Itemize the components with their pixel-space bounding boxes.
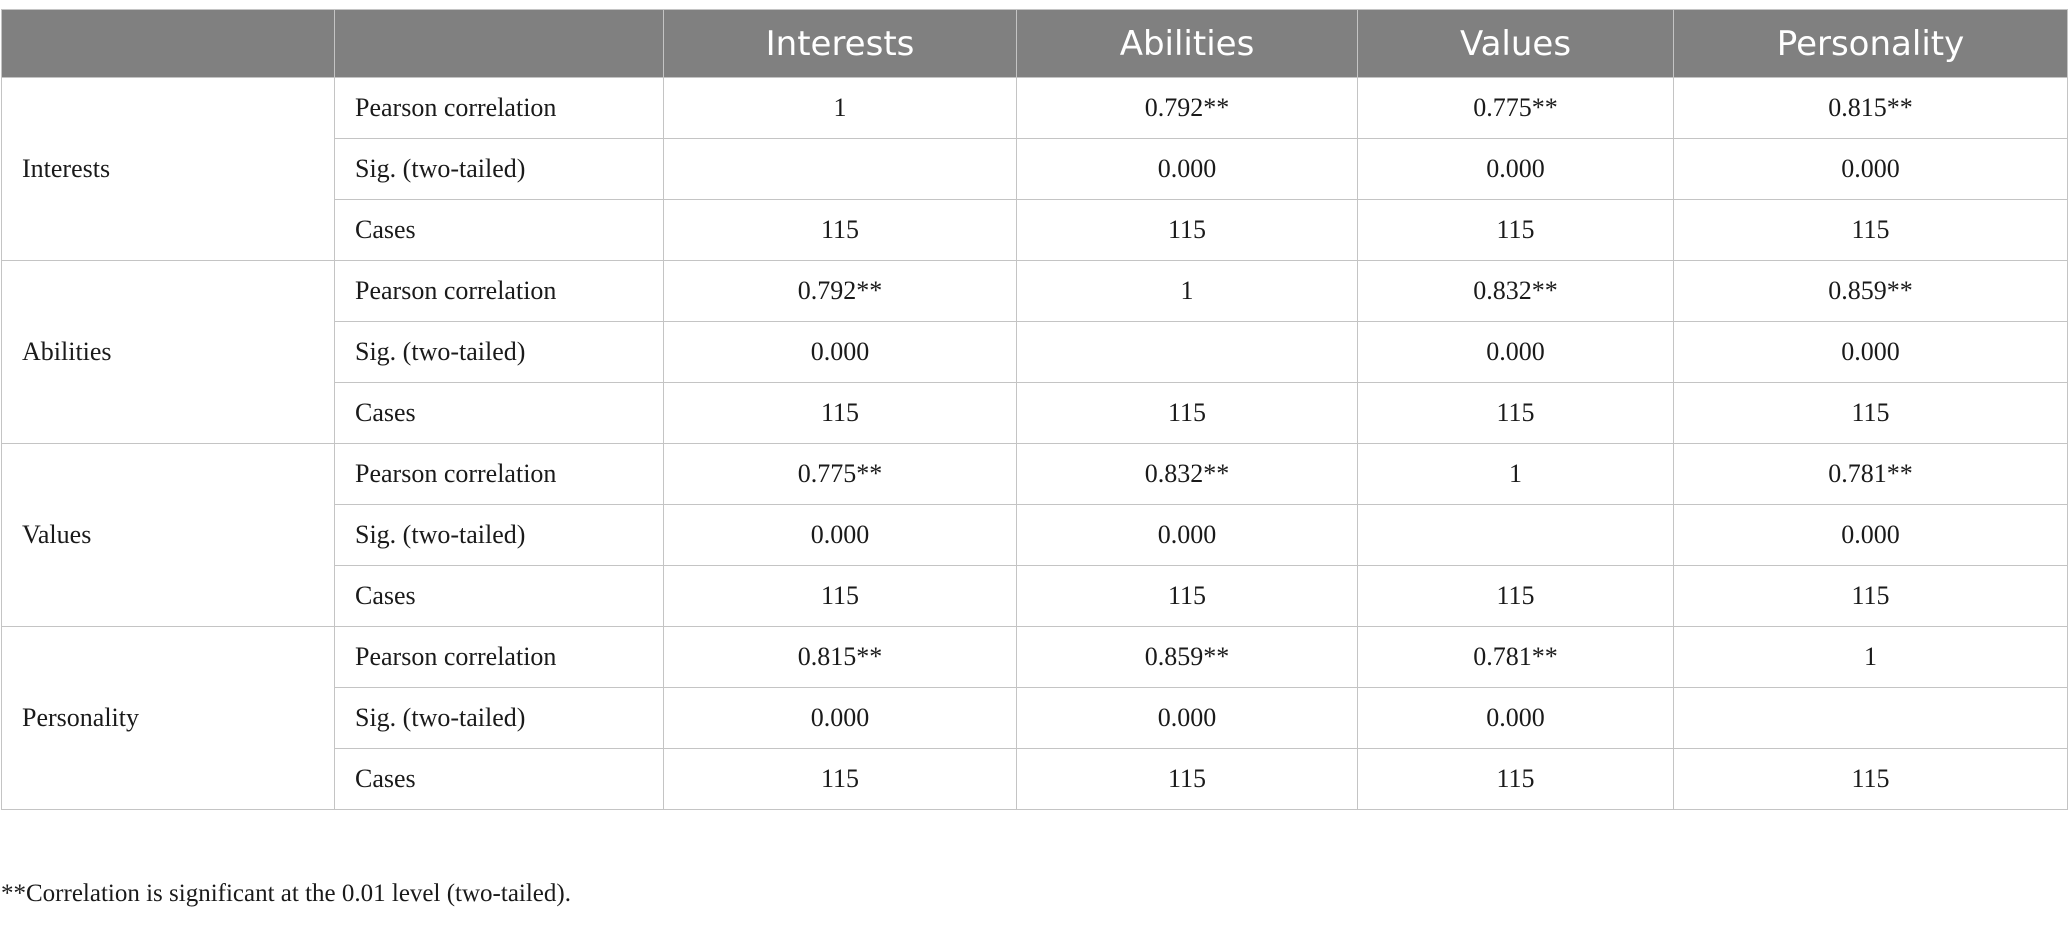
table-cell: 0.775** [663, 443, 1017, 505]
table-row: Sig. (two-tailed) 0.000 0.000 0.000 [2, 321, 2068, 383]
table-row: Cases 115 115 115 115 [2, 199, 2068, 261]
table-cell [1357, 504, 1674, 566]
stat-label: Cases [334, 565, 664, 627]
row-group-label-personality: Personality [1, 626, 335, 810]
table-cell: 0.000 [1673, 138, 2068, 200]
stat-label: Pearson correlation [334, 260, 664, 322]
table-cell: 0.781** [1673, 443, 2068, 505]
stat-label: Cases [334, 382, 664, 444]
table-body: Interests Pearson correlation 1 0.792** … [1, 77, 2068, 810]
table-cell: 115 [1016, 565, 1358, 627]
correlation-table: Interests Abilities Values Personality I… [1, 9, 2068, 810]
table-cell: 0.859** [1016, 626, 1358, 688]
table-cell: 115 [1357, 382, 1674, 444]
table-cell: 0.000 [663, 687, 1017, 749]
table-cell: 0.792** [663, 260, 1017, 322]
table-cell: 0.815** [1673, 77, 2068, 139]
table-cell: 115 [1673, 565, 2068, 627]
header-cell-blank-1 [1, 9, 335, 78]
table-row: Interests Pearson correlation 1 0.792** … [1, 77, 2068, 261]
table-cell: 115 [1357, 565, 1674, 627]
stat-label: Pearson correlation [334, 443, 664, 505]
table-cell: 115 [1673, 748, 2068, 810]
table-cell: 115 [1673, 382, 2068, 444]
row-group-label-interests: Interests [1, 77, 335, 261]
table-cell: 0.815** [663, 626, 1017, 688]
table-row: Sig. (two-tailed) 0.000 0.000 0.000 [2, 687, 2068, 749]
stat-label: Sig. (two-tailed) [334, 504, 664, 566]
table-cell: 0.000 [663, 321, 1017, 383]
row-group-label-abilities: Abilities [1, 260, 335, 444]
table-cell: 115 [1016, 382, 1358, 444]
table-cell: 0.000 [1016, 504, 1358, 566]
table-cell: 115 [1016, 748, 1358, 810]
table-row: Sig. (two-tailed) 0.000 0.000 0.000 [2, 504, 2068, 566]
table-row: Values Pearson correlation 0.775** 0.832… [1, 443, 2068, 627]
table-cell: 115 [663, 199, 1017, 261]
header-cell-abilities: Abilities [1016, 9, 1358, 78]
stat-label: Pearson correlation [334, 77, 664, 139]
header-cell-personality: Personality [1673, 9, 2068, 78]
table-cell [663, 138, 1017, 200]
table-cell: 0.859** [1673, 260, 2068, 322]
table-cell: 1 [1016, 260, 1358, 322]
table-cell [1016, 321, 1358, 383]
table-cell: 0.000 [1357, 138, 1674, 200]
table-row: Personality Pearson correlation 0.815** … [1, 626, 2068, 810]
table-cell: 0.000 [663, 504, 1017, 566]
table-cell: 0.000 [1357, 687, 1674, 749]
table-cell: 0.781** [1357, 626, 1674, 688]
header-cell-interests: Interests [663, 9, 1017, 78]
stat-label: Sig. (two-tailed) [334, 138, 664, 200]
table-cell: 0.000 [1016, 687, 1358, 749]
table-cell: 0.000 [1016, 138, 1358, 200]
header-cell-blank-2 [334, 9, 664, 78]
table-cell: 115 [663, 748, 1017, 810]
table-cell: 115 [1357, 748, 1674, 810]
header-cell-values: Values [1357, 9, 1674, 78]
table-cell: 115 [1673, 199, 2068, 261]
stat-label: Cases [334, 199, 664, 261]
table-cell: 0.832** [1016, 443, 1358, 505]
table-cell: 0.000 [1673, 321, 2068, 383]
table-row: Cases 115 115 115 115 [2, 748, 2068, 810]
header-row: Interests Abilities Values Personality [1, 9, 2068, 78]
table-cell: 0.792** [1016, 77, 1358, 139]
table-cell: 0.000 [1357, 321, 1674, 383]
stat-label: Sig. (two-tailed) [334, 321, 664, 383]
table-cell: 1 [1357, 443, 1674, 505]
table-row: Abilities Pearson correlation 0.792** 1 … [1, 260, 2068, 444]
table-footnote: **Correlation is significant at the 0.01… [1, 880, 571, 907]
table-cell: 1 [1673, 626, 2068, 688]
table-cell: 0.832** [1357, 260, 1674, 322]
stat-label: Cases [334, 748, 664, 810]
table-cell: 115 [1016, 199, 1358, 261]
table-cell: 0.775** [1357, 77, 1674, 139]
row-group-label-values: Values [1, 443, 335, 627]
table-cell: 115 [663, 565, 1017, 627]
table-cell: 0.000 [1673, 504, 2068, 566]
table-row: Cases 115 115 115 115 [2, 565, 2068, 627]
table-cell: 1 [663, 77, 1017, 139]
stat-label: Sig. (two-tailed) [334, 687, 664, 749]
table-cell: 115 [663, 382, 1017, 444]
table-cell [1673, 687, 2068, 749]
table-cell: 115 [1357, 199, 1674, 261]
stat-label: Pearson correlation [334, 626, 664, 688]
